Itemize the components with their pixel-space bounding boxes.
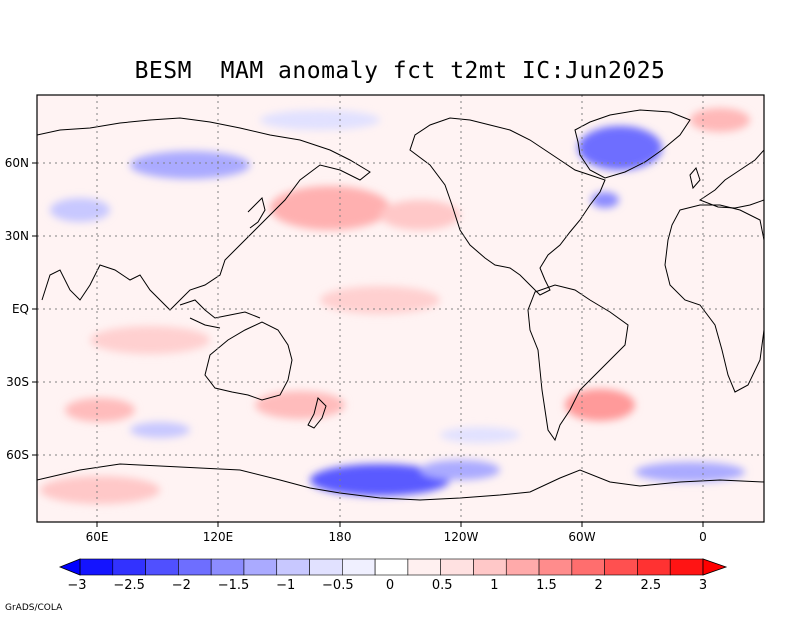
coast-uk [689, 167, 701, 190]
anomaly-field [40, 108, 750, 504]
colorbar-cell [309, 558, 343, 576]
lat-label-30n: 30N [5, 229, 29, 243]
coast-south-america [527, 284, 629, 442]
colorbar-label: 2 [595, 578, 603, 593]
colorbar-cell [243, 558, 278, 576]
coast-antarctica [37, 463, 764, 501]
coastlines [37, 109, 764, 501]
colorbar-cell [374, 558, 409, 576]
colorbar-label: −2 [172, 578, 191, 593]
coast-maritime-continent [179, 299, 261, 329]
colorbar-cell [178, 558, 212, 576]
anomaly-warm-south-indian [65, 398, 135, 422]
colorbar-cell [473, 558, 507, 576]
colorbar-cell [637, 558, 671, 576]
lon-label-60w: 60W [568, 530, 595, 544]
lon-label-120e: 120E [203, 530, 234, 544]
colorbar-label: −3 [67, 578, 86, 593]
colorbar-cell [669, 558, 704, 576]
colorbar-label: 1 [490, 578, 498, 593]
anomaly-cool-greenland [578, 126, 662, 170]
anomaly-warm-north-pacific [270, 186, 390, 230]
anomaly-cool-south-indian [130, 422, 190, 438]
colorbar-label: −0.5 [322, 578, 354, 593]
coast-greenland [574, 109, 691, 179]
anomaly-cool-weddell [635, 462, 745, 482]
colorbar-cell [276, 558, 310, 576]
colorbar-cell [112, 558, 146, 576]
colorbar-under-arrow [58, 558, 81, 576]
lat-label-30s: 30S [6, 375, 29, 389]
colorbar-cell [604, 558, 638, 576]
coast-north-america [409, 117, 606, 296]
colorbar-over-arrow [702, 558, 728, 576]
colorbar-cell [145, 558, 179, 576]
lon-label-180: 180 [329, 530, 352, 544]
anomaly-warm-ne-pacific [380, 200, 460, 230]
coast-australia [204, 321, 293, 401]
lon-label-0: 0 [699, 530, 707, 544]
anomaly-cool-siberia [130, 151, 250, 179]
coast-new-zealand [307, 397, 327, 429]
lon-label-120w: 120W [444, 530, 479, 544]
lon-label-60e: 60E [86, 530, 109, 544]
colorbar-label: −2.5 [113, 578, 145, 593]
colorbar-cell [79, 558, 114, 576]
colorbar-cells [79, 558, 704, 576]
chart-title: BESM MAM anomaly fct t2mt IC:Jun2025 [134, 58, 666, 84]
colorbar-cell [505, 558, 540, 576]
colorbar-label: −1.5 [218, 578, 250, 593]
coast-europe [698, 149, 764, 209]
colorbar-label: 1.5 [536, 578, 557, 593]
axis-ticks [32, 162, 704, 527]
coast-africa [664, 204, 764, 393]
anomaly-cool-ross-sea [310, 464, 450, 496]
colorbar-cell [538, 558, 573, 576]
coast-eurasia [37, 117, 371, 311]
lat-label-60s: 60S [6, 448, 29, 462]
colorbar-label: 0 [386, 578, 394, 593]
credit-text: GrADS/COLA [5, 603, 63, 613]
anomaly-warm-tasman [255, 391, 345, 419]
colorbar-cell [342, 558, 376, 576]
colorbar-label: 3 [699, 578, 707, 593]
graticule [37, 95, 764, 522]
anomaly-cool-arctic [260, 110, 380, 130]
anomaly-warm-indian [90, 326, 210, 354]
colorbar-cell [407, 558, 441, 576]
colorbar-label: −1 [276, 578, 295, 593]
anomaly-warm-antarctic-indian [40, 476, 160, 504]
anomaly-cool-central-asia [50, 198, 110, 222]
colorbar-label: 2.5 [640, 578, 661, 593]
anomaly-warm-norwegian-sea [690, 108, 750, 132]
lat-label-60n: 60N [5, 156, 29, 170]
colorbar-label: 0.5 [432, 578, 453, 593]
anomaly-warm-eq-pacific [320, 286, 440, 314]
anomaly-cool-south-pacific [440, 427, 520, 443]
colorbar-cell [210, 558, 245, 576]
anomaly-cool-amundsen [420, 460, 500, 480]
colorbar-cell [571, 558, 605, 576]
colorbar-labels: −3 −2.5 −2 −1.5 −1 −0.5 0 0.5 1 1.5 2 2.5 3 [67, 578, 707, 593]
colorbar-cell [440, 558, 474, 576]
coast-japan [247, 197, 266, 229]
lat-label-eq: EQ [12, 302, 29, 316]
anomaly-cool-labrador [591, 192, 619, 208]
